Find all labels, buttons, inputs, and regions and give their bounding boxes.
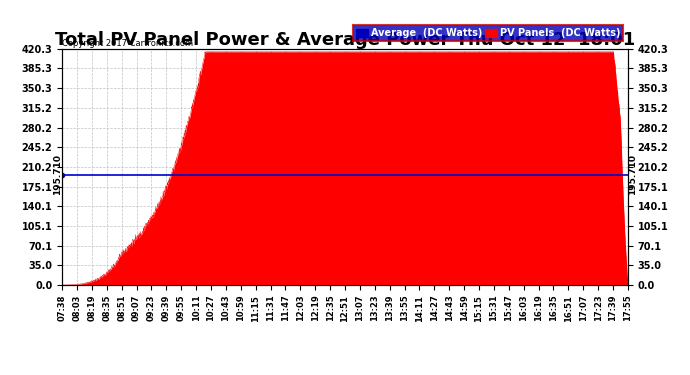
Title: Total PV Panel Power & Average Power Thu Oct 12  18:01: Total PV Panel Power & Average Power Thu… — [55, 31, 635, 49]
Text: 195.710: 195.710 — [52, 154, 61, 195]
Legend: Average  (DC Watts), PV Panels  (DC Watts): Average (DC Watts), PV Panels (DC Watts) — [353, 25, 623, 41]
Text: Copyright 2017 Cartronics.com: Copyright 2017 Cartronics.com — [62, 39, 193, 48]
Text: 195.710: 195.710 — [629, 154, 638, 195]
